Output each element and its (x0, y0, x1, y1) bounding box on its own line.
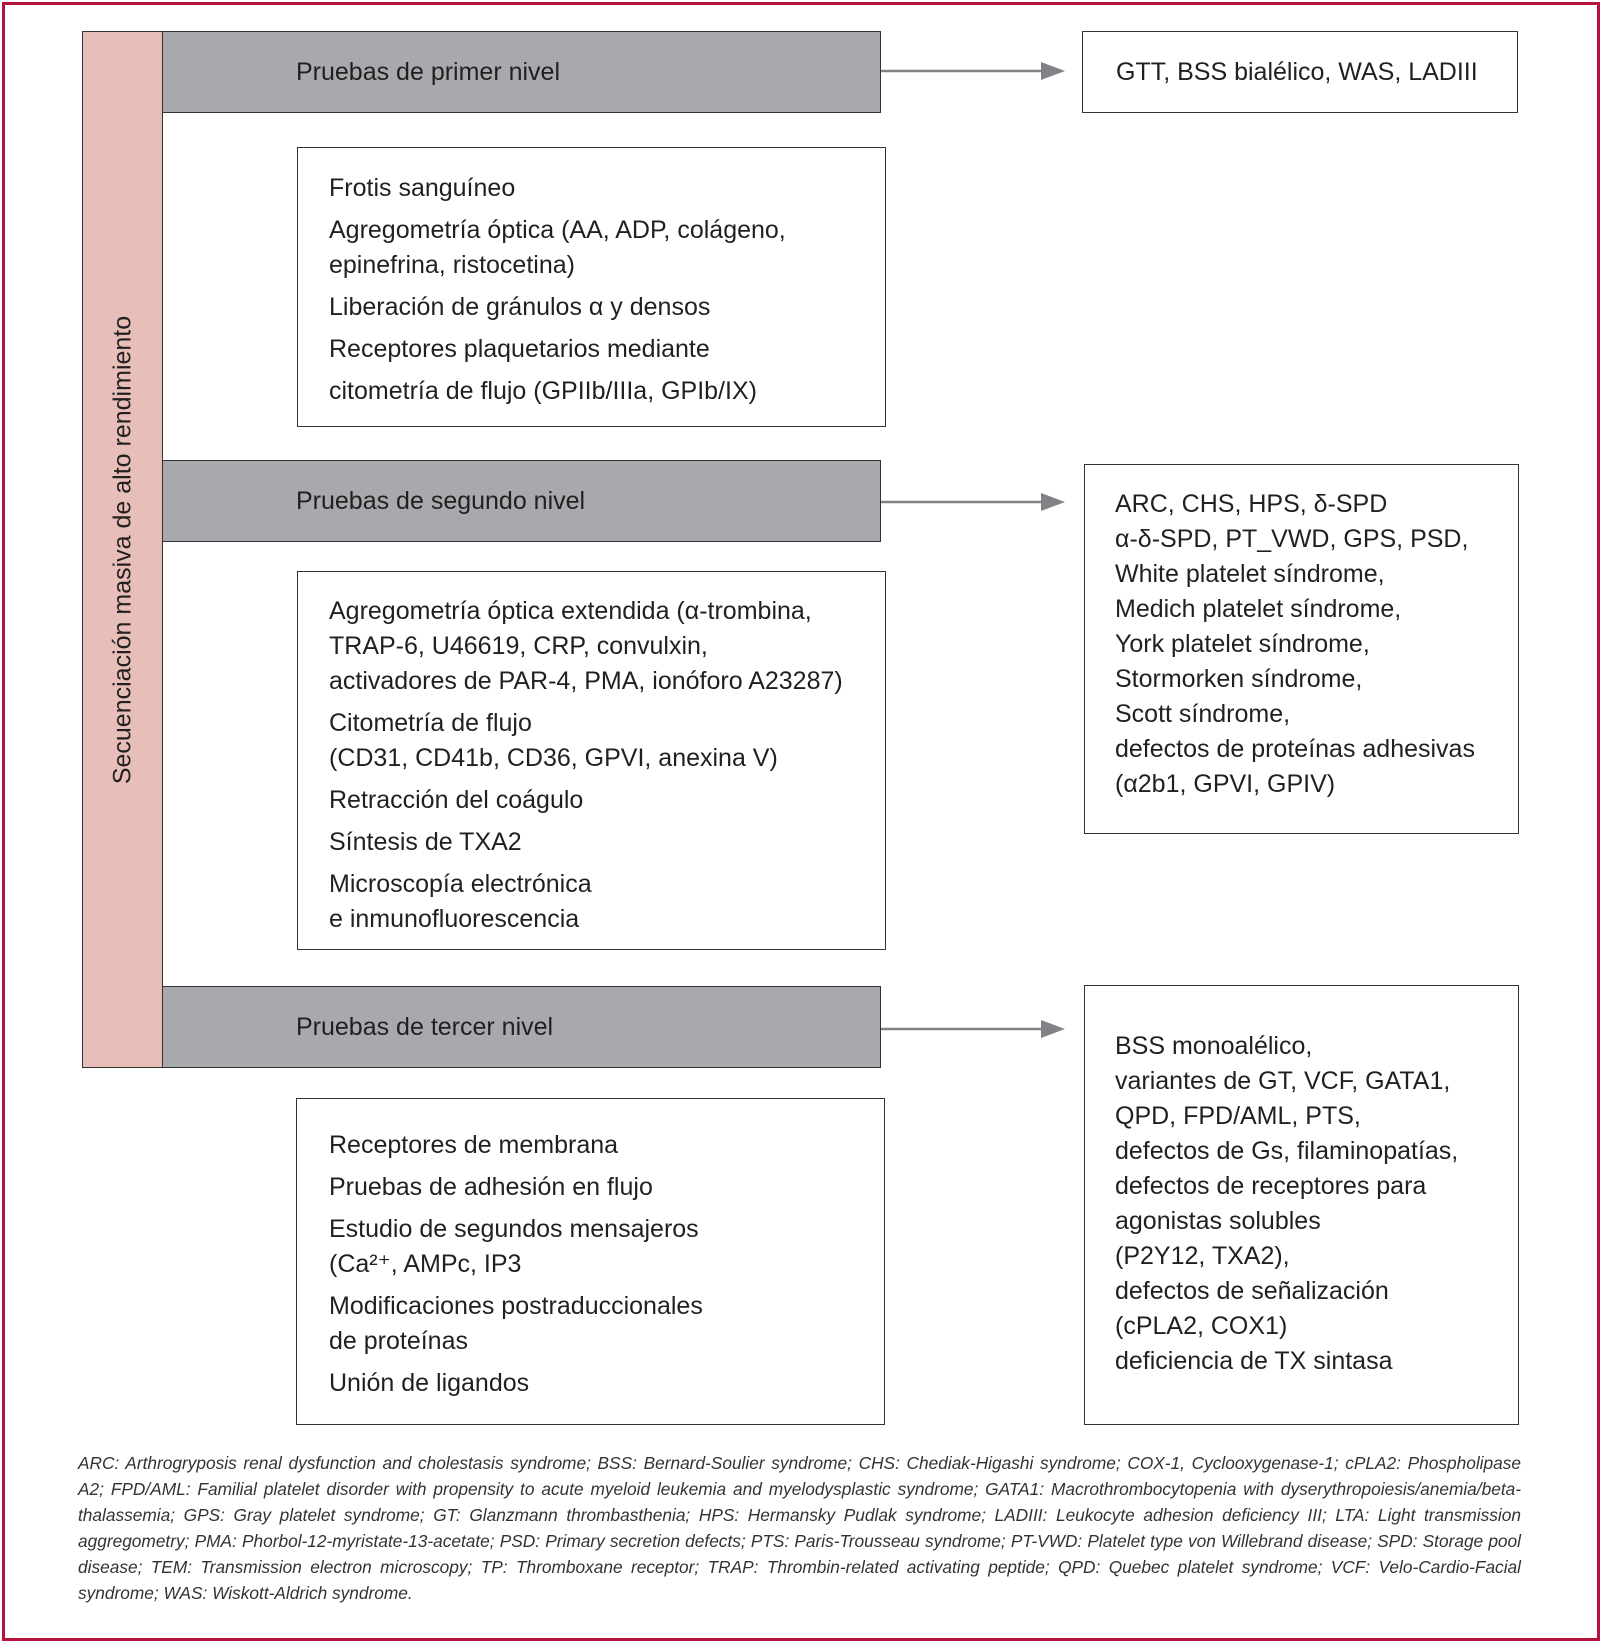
result-line: defectos de proteínas adhesivas (1115, 735, 1475, 763)
arrow-icon (881, 493, 1065, 511)
test-line: Unión de ligandos (329, 1369, 530, 1397)
test-item: Unión de ligandos (329, 1366, 884, 1401)
result-line: Stormorken síndrome, (1115, 665, 1363, 693)
sidebar-label: Secuenciación masiva de alto rendimiento (108, 315, 136, 784)
test-item: Receptores de membrana (329, 1128, 884, 1163)
footnote-abbreviations: ARC: Arthrogryposis renal dysfunction an… (78, 1453, 1521, 1603)
test-item: Pruebas de adhesión en flujo (329, 1170, 884, 1205)
result-line: (P2Y12, TXA2), (1115, 1242, 1290, 1270)
level-bar-1: Pruebas de primer nivel (163, 31, 881, 113)
test-line: Liberación de gránulos α y densos (329, 293, 711, 321)
result-line: defectos de receptores para (1115, 1172, 1427, 1200)
test-line: Retracción del coágulo (329, 786, 584, 814)
test-line: Estudio de segundos mensajeros (329, 1215, 699, 1243)
result-line: QPD, FPD/AML, PTS, (1115, 1102, 1361, 1130)
test-item: Frotis sanguíneo (329, 171, 885, 206)
level-title-1: Pruebas de primer nivel (296, 57, 561, 86)
test-line: citometría de flujo (GPIIb/IIIa, GPIb/IX… (329, 377, 757, 405)
test-line: TRAP-6, U46619, CRP, convulxin, (329, 632, 708, 660)
test-line: Receptores plaquetarios mediante (329, 335, 710, 363)
level-bar-3: Pruebas de tercer nivel (163, 986, 881, 1068)
test-item: Citometría de flujo (CD31, CD41b, CD36, G… (329, 706, 885, 776)
test-item: Retracción del coágulo (329, 783, 885, 818)
result-line: GTT, BSS bialélico, WAS, LADIII (1116, 57, 1478, 86)
test-line: Pruebas de adhesión en flujo (329, 1173, 653, 1201)
result-line: agonistas solubles (1115, 1207, 1321, 1235)
test-item: Liberación de gránulos α y densos (329, 290, 885, 325)
test-item: Síntesis de TXA2 (329, 825, 885, 860)
test-line: epinefrina, ristocetina) (329, 251, 575, 279)
result-line: α-δ-SPD, PT_VWD, GPS, PSD, (1115, 525, 1469, 553)
result-line: defectos de Gs, filaminopatías, (1115, 1137, 1459, 1165)
result-line: White platelet síndrome, (1115, 560, 1385, 588)
test-item: Estudio de segundos mensajeros (Ca²⁺, AMP… (329, 1212, 884, 1282)
arrow-icon (881, 62, 1065, 80)
result-line: (α2b1, GPVI, GPIV) (1115, 770, 1336, 798)
result-box-3: BSS monoalélico, variantes de GT, VCF, G… (1084, 985, 1519, 1425)
tests-box-3: Receptores de membrana Pruebas de adhesi… (296, 1098, 885, 1425)
result-line: defectos de señalización (1115, 1277, 1389, 1305)
result-line: York platelet síndrome, (1115, 630, 1370, 658)
tests-box-2: Agregometría óptica extendida (α-trombin… (297, 571, 886, 950)
test-line: e inmunofluorescencia (329, 905, 580, 933)
test-line: Modificaciones postraduccionales (329, 1292, 703, 1320)
test-item: Agregometría óptica extendida (α-trombin… (329, 594, 885, 699)
test-line: (CD31, CD41b, CD36, GPVI, anexina V) (329, 744, 778, 772)
test-line: activadores de PAR-4, PMA, ionóforo A232… (329, 667, 843, 695)
result-line: Scott síndrome, (1115, 700, 1291, 728)
sidebar-ngs: Secuenciación masiva de alto rendimiento (82, 31, 163, 1068)
result-line: deficiencia de TX sintasa (1115, 1347, 1393, 1375)
test-line: de proteínas (329, 1327, 468, 1355)
test-line: Agregometría óptica extendida (α-trombin… (329, 597, 812, 625)
result-line: Medich platelet síndrome, (1115, 595, 1402, 623)
test-item: Microscopía electrónica e inmunofluoresce… (329, 867, 885, 937)
result-line: variantes de GT, VCF, GATA1, (1115, 1067, 1451, 1095)
result-line: (cPLA2, COX1) (1115, 1312, 1288, 1340)
result-line: ARC, CHS, HPS, δ-SPD (1115, 490, 1388, 518)
level-title-2: Pruebas de segundo nivel (296, 486, 586, 515)
level-bar-2: Pruebas de segundo nivel (163, 460, 881, 542)
test-item: Receptores plaquetarios mediante citometr… (329, 332, 885, 409)
test-line: Microscopía electrónica (329, 870, 592, 898)
result-box-1: GTT, BSS bialélico, WAS, LADIII (1082, 31, 1518, 113)
tests-box-1: Frotis sanguíneo Agregometría óptica (AA… (297, 147, 886, 427)
test-line: Citometría de flujo (329, 709, 532, 737)
test-line: (Ca²⁺, AMPc, IP3 (329, 1250, 522, 1278)
test-item: Agregometría óptica (AA, ADP, colágeno, e… (329, 213, 885, 283)
test-line: Agregometría óptica (AA, ADP, colágeno, (329, 216, 786, 244)
test-item: Modificaciones postraduccionales de prote… (329, 1289, 884, 1359)
arrow-icon (881, 1020, 1065, 1038)
result-box-2: ARC, CHS, HPS, δ-SPD α-δ-SPD, PT_VWD, GP… (1084, 464, 1519, 834)
result-line: BSS monoalélico, (1115, 1032, 1313, 1060)
test-line: Síntesis de TXA2 (329, 828, 522, 856)
test-line: Receptores de membrana (329, 1131, 619, 1159)
level-title-3: Pruebas de tercer nivel (296, 1012, 554, 1041)
test-line: Frotis sanguíneo (329, 174, 516, 202)
